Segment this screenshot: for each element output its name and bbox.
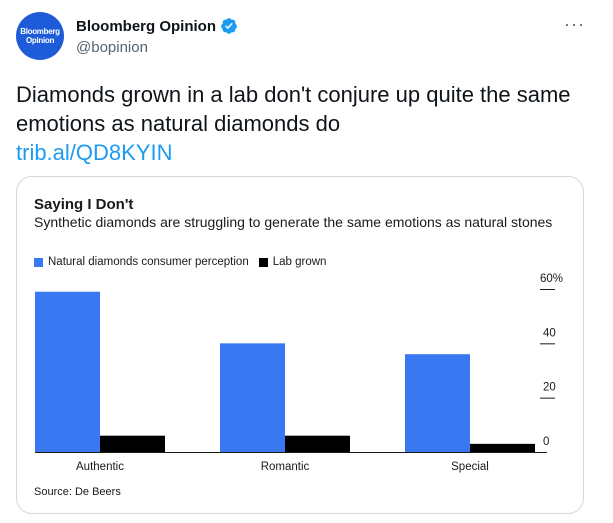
author-name-row: Bloomberg Opinion [76, 17, 238, 35]
chart-source: Source: De Beers [34, 486, 121, 498]
bar-lab-romantic [285, 435, 350, 452]
avatar[interactable]: Bloomberg Opinion [16, 12, 64, 60]
avatar-logo-line1: Bloomberg [20, 27, 60, 36]
x-tick-label: Special [451, 461, 489, 473]
chart-subtitle: Synthetic diamonds are struggling to gen… [34, 214, 553, 230]
bar-lab-special [470, 443, 535, 452]
bar-chart: 60% 40 20 0 Authentic Romantic Special [35, 273, 563, 473]
y-tick-label: 60% [540, 273, 563, 285]
y-tick-label: 0 [543, 436, 549, 448]
bar-lab-authentic [100, 435, 165, 452]
legend-item-lab: Lab grown [258, 256, 327, 268]
chart-legend: Natural diamonds consumer perception Lab… [34, 256, 336, 268]
avatar-logo-line2: Opinion [25, 36, 55, 45]
author-handle[interactable]: @bopinion [76, 39, 148, 56]
verified-badge-icon [221, 18, 237, 34]
author-display-name[interactable]: Bloomberg Opinion [76, 17, 216, 35]
more-options-icon[interactable]: ··· [564, 14, 585, 34]
tweet-text: Diamonds grown in a lab don't conjure up… [16, 82, 571, 136]
legend-item-natural: Natural diamonds consumer perception [34, 256, 249, 268]
chart-title: Saying I Don't [34, 196, 134, 213]
x-tick-label: Authentic [76, 461, 124, 473]
x-tick-label: Romantic [261, 461, 310, 473]
chart-card[interactable]: Saying I Don't Synthetic diamonds are st… [16, 176, 584, 514]
legend-label-natural: Natural diamonds consumer perception [48, 256, 249, 268]
bar-natural-authentic [35, 291, 100, 452]
bar-natural-special [405, 354, 470, 452]
legend-swatch-lab [258, 257, 268, 267]
y-tick-label: 40 [543, 327, 556, 339]
tweet-link[interactable]: trib.al/QD8KYIN [16, 140, 173, 165]
legend-swatch-natural [34, 257, 43, 267]
y-tick-label: 20 [543, 382, 556, 394]
avatar-logo: Bloomberg Opinion [20, 27, 60, 45]
legend-label-lab: Lab grown [272, 256, 327, 268]
bar-natural-romantic [220, 343, 285, 452]
